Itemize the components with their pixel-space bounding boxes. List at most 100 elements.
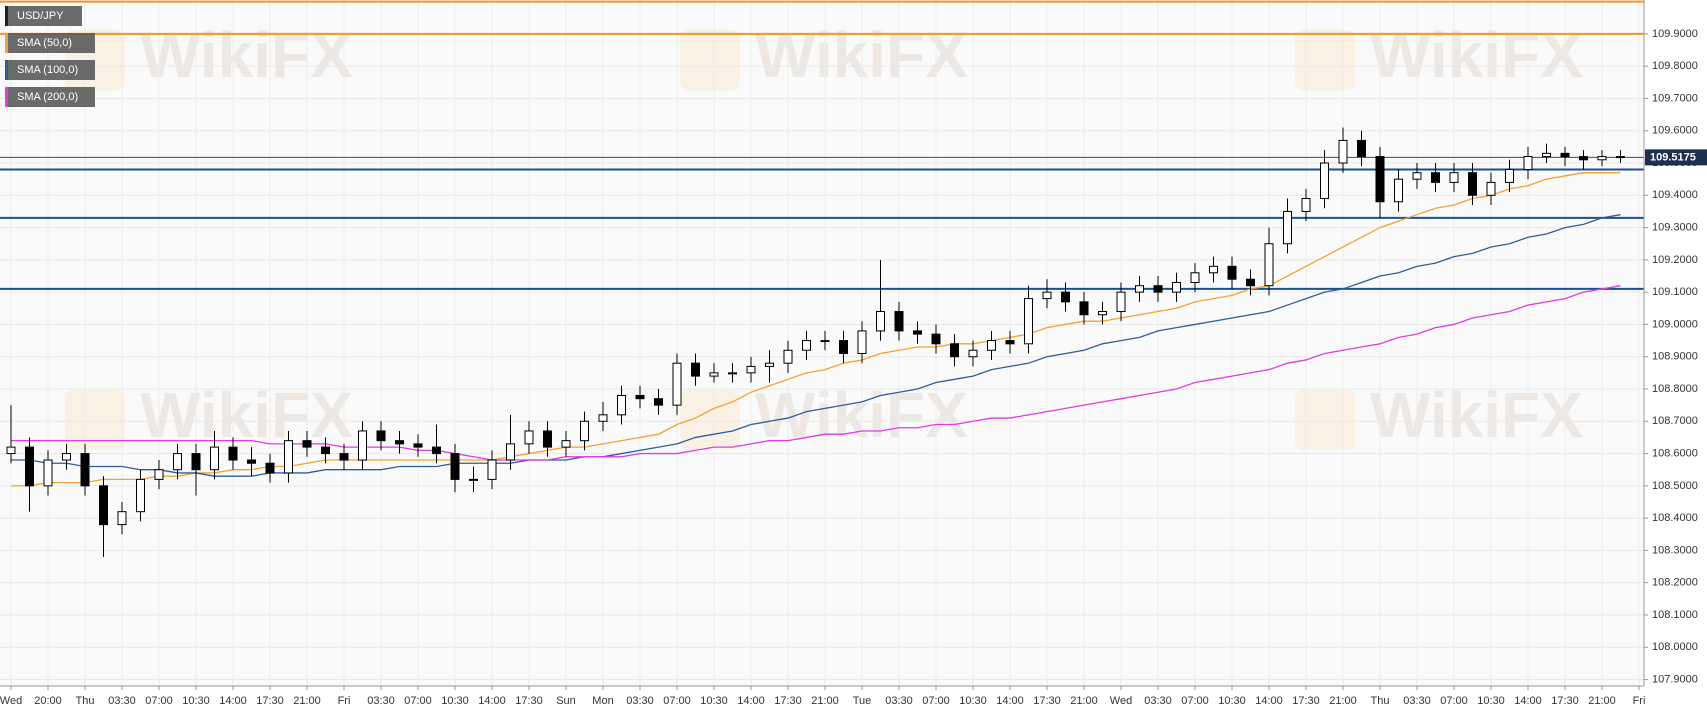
- candle-body: [43, 459, 53, 487]
- x-tick-label: Sun: [556, 695, 576, 707]
- candle-body: [62, 453, 71, 461]
- watermark-logo: [1295, 30, 1355, 90]
- candle-body: [691, 362, 700, 377]
- candle-body: [413, 443, 423, 448]
- y-tick-label: 109.9000: [1652, 28, 1698, 40]
- y-tick-label: 108.4000: [1652, 512, 1698, 524]
- watermark-logo: [1295, 390, 1355, 450]
- y-tick-label: 108.5000: [1652, 480, 1698, 492]
- candle-body: [1135, 285, 1144, 293]
- x-tick-label: 14:00: [478, 695, 506, 707]
- x-tick-label: Tue: [853, 695, 872, 707]
- candle-body: [80, 453, 90, 487]
- x-tick-label: 10:30: [1477, 695, 1505, 707]
- x-tick-label: 21:00: [293, 695, 321, 707]
- candle-body: [876, 311, 885, 332]
- watermark: WikiFX: [1370, 19, 1583, 91]
- candle-body: [302, 440, 312, 448]
- candle-body: [987, 340, 996, 351]
- watermark: WikiFX: [140, 379, 353, 451]
- candles: [6, 127, 1625, 557]
- candle-body: [1079, 301, 1089, 316]
- candle-body: [469, 478, 478, 481]
- candle-body: [395, 440, 404, 445]
- y-tick-label: 108.3000: [1652, 544, 1698, 556]
- y-tick-label: 109.0000: [1652, 318, 1698, 330]
- candle-body: [358, 430, 367, 461]
- candle-body: [136, 478, 145, 513]
- plot-background: [0, 0, 1644, 686]
- legend-box: [5, 6, 82, 26]
- candle-body: [117, 511, 127, 526]
- legend-box: [5, 87, 95, 107]
- sma-line: [11, 172, 1621, 487]
- x-tick-label: Mon: [592, 695, 613, 707]
- y-tick-label: 109.8000: [1652, 60, 1698, 72]
- x-tick-label: 10:30: [959, 695, 987, 707]
- x-tick-label: 10:30: [1218, 695, 1246, 707]
- candle-body: [1172, 281, 1181, 293]
- legend-label: SMA (100,0): [17, 64, 78, 76]
- candle-body: [1505, 168, 1514, 183]
- x-tick-label: 20:00: [34, 695, 62, 707]
- candle-body: [228, 446, 238, 461]
- candle-body: [968, 349, 978, 358]
- x-tick-label: 14:00: [1255, 695, 1283, 707]
- x-tick-label: Wed: [1110, 695, 1132, 707]
- sma-line: [11, 214, 1621, 477]
- candle-body: [1616, 156, 1625, 159]
- candle-body: [1523, 156, 1533, 170]
- candle-body: [580, 420, 589, 442]
- y-tick-label: 109.6000: [1652, 125, 1698, 137]
- candle-body: [247, 459, 256, 464]
- watermark: WikiFX: [140, 19, 353, 91]
- candle-body: [450, 453, 460, 480]
- candle-body: [1190, 272, 1200, 283]
- x-tick-label: 14:00: [996, 695, 1024, 707]
- candle-body: [1264, 243, 1274, 287]
- candle-body: [99, 485, 108, 526]
- candle-body: [1024, 298, 1033, 345]
- candle-body: [1579, 156, 1588, 161]
- x-tick-label: 07:00: [145, 695, 173, 707]
- y-tick-label: 107.9000: [1652, 673, 1698, 685]
- candle-body: [783, 349, 793, 364]
- candle-body: [857, 330, 867, 354]
- candle-body: [1597, 156, 1607, 161]
- candle-body: [1061, 291, 1070, 303]
- y-tick-label: 108.9000: [1652, 351, 1698, 363]
- y-tick-label: 108.2000: [1652, 577, 1698, 589]
- x-tick-label: 17:30: [515, 695, 543, 707]
- x-tick-label: 03:30: [108, 695, 136, 707]
- candle-body: [617, 394, 626, 416]
- candle-body: [339, 453, 349, 461]
- x-tick-label: 21:00: [1329, 695, 1357, 707]
- x-tick-label: Thu: [1371, 695, 1390, 707]
- x-tick-label: 03:30: [626, 695, 654, 707]
- x-tick-label: 10:30: [441, 695, 469, 707]
- legend-label: SMA (200,0): [17, 91, 78, 103]
- x-tick-label: 14:00: [219, 695, 247, 707]
- candle-body: [1338, 139, 1348, 164]
- x-tick-label: 03:30: [1403, 695, 1431, 707]
- candle-body: [1246, 278, 1255, 287]
- x-tick-label: 10:30: [700, 695, 728, 707]
- candle-body: [25, 446, 34, 487]
- y-tick-label: 109.4000: [1652, 189, 1698, 201]
- candle-body: [1412, 172, 1422, 180]
- candle-body: [1542, 152, 1551, 158]
- candle-body: [506, 443, 515, 461]
- candle-body: [1116, 291, 1126, 313]
- candle-body: [1153, 285, 1163, 293]
- candle-body: [802, 340, 811, 351]
- x-tick-label: 14:00: [1514, 695, 1542, 707]
- x-tick-label: 07:00: [1440, 695, 1468, 707]
- y-tick-label: 108.1000: [1652, 609, 1698, 621]
- candle-body: [154, 469, 164, 480]
- candle-body: [6, 446, 16, 455]
- candle-body: [1560, 152, 1570, 158]
- candle-body: [1098, 311, 1107, 316]
- candle-body: [598, 414, 608, 422]
- last-price-tag: [1645, 149, 1707, 166]
